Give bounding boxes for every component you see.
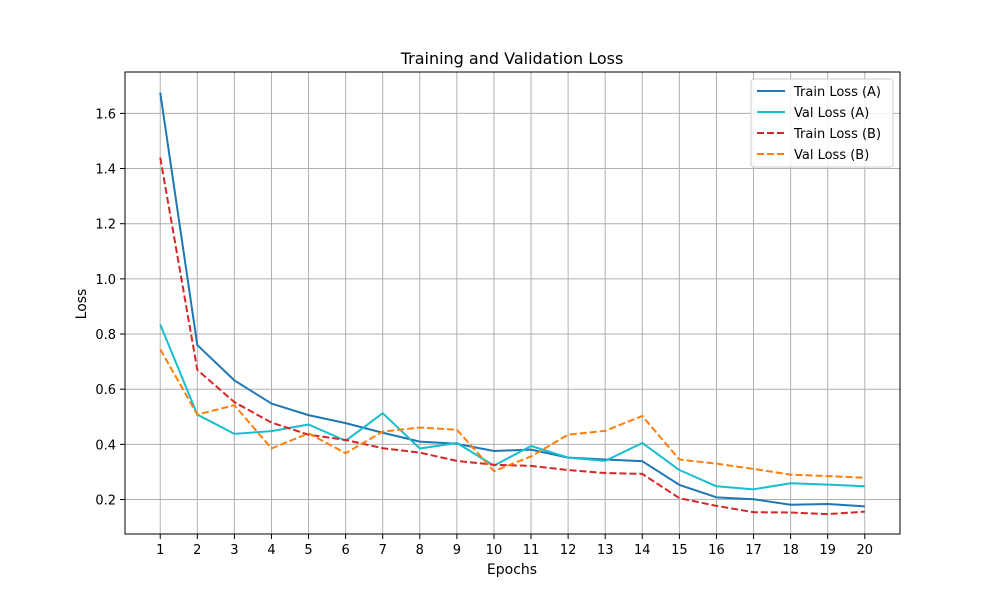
series-line-1	[159, 92, 865, 508]
y-tick-label: 1.2	[95, 218, 116, 233]
x-tick-label: 15	[671, 543, 688, 558]
x-tick-label: 8	[416, 543, 424, 558]
chart-title: Training and Validation Loss	[400, 49, 624, 68]
y-tick-label: 1.6	[95, 107, 116, 122]
x-axis-label: Epochs	[487, 562, 537, 578]
x-tick-label: 6	[341, 543, 349, 558]
plot-frame	[124, 71, 901, 535]
x-tick-label: 5	[304, 543, 312, 558]
x-tick-label: 10	[486, 543, 503, 558]
series-line-2	[159, 323, 865, 491]
x-tick-label: 18	[782, 543, 799, 558]
x-tick-label: 3	[230, 543, 238, 558]
grid	[125, 72, 900, 534]
x-tick-label: 13	[597, 543, 614, 558]
y-tick-label: 1.0	[95, 273, 116, 288]
x-tick-label: 16	[708, 543, 725, 558]
x-tick-label: 20	[856, 543, 873, 558]
x-tick-label: 7	[379, 543, 387, 558]
x-tick-label: 12	[560, 543, 577, 558]
y-tick-label: 0.4	[95, 438, 116, 453]
x-tick-label: 17	[745, 543, 762, 558]
y-tick-label: 0.6	[95, 383, 116, 398]
series-line-3	[159, 157, 865, 516]
x-tick-label: 2	[193, 543, 201, 558]
y-tick-label: 1.4	[95, 163, 116, 178]
series-lines	[159, 92, 865, 516]
legend: Train Loss (A) Val Loss (A) Train Loss (B)…	[750, 78, 894, 168]
legend-label: Val Loss (A)	[794, 106, 869, 121]
legend-label: Train Loss (B)	[793, 127, 881, 142]
y-axis-ticks: 0.2 0.4 0.6 0.8 1.0 1.2 1.4 1.6	[95, 107, 125, 509]
y-tick-label: 0.8	[95, 328, 116, 343]
x-tick-label: 11	[523, 543, 540, 558]
x-tick-label: 14	[634, 543, 651, 558]
legend-label: Train Loss (A)	[793, 85, 881, 100]
x-tick-label: 1	[156, 543, 164, 558]
legend-label: Val Loss (B)	[794, 148, 869, 163]
x-tick-label: 19	[819, 543, 836, 558]
y-axis-label: Loss	[74, 289, 90, 320]
y-tick-label: 0.2	[95, 494, 116, 509]
series-line-4	[159, 348, 865, 479]
legend-box	[750, 78, 894, 168]
x-axis-ticks: 1 2 3 4 5 6 7 8 9 10 11 12 13 14 15 16 17 18 19 20	[156, 534, 873, 558]
x-tick-label: 4	[267, 543, 275, 558]
x-tick-label: 9	[453, 543, 461, 558]
